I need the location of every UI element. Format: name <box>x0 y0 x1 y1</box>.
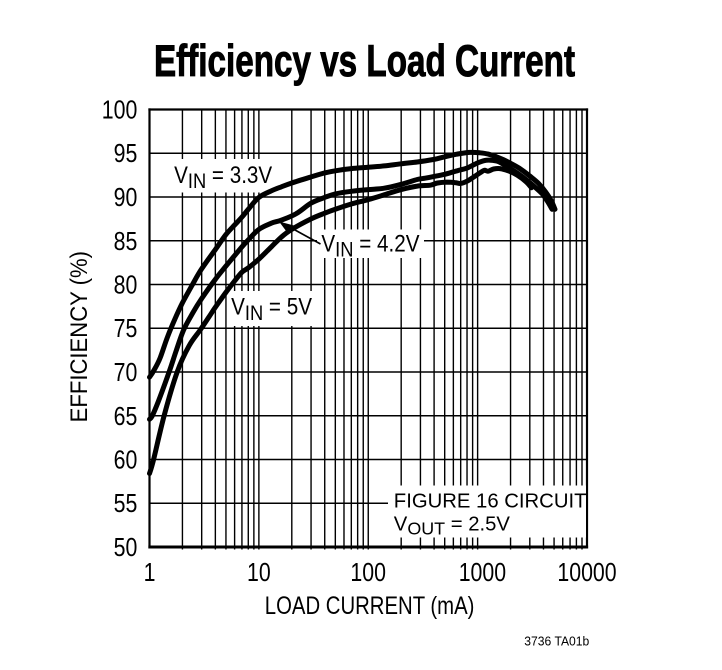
svg-text:75: 75 <box>114 314 138 344</box>
svg-text:VIN = 5V: VIN = 5V <box>231 293 312 325</box>
svg-text:FIGURE 16 CIRCUIT: FIGURE 16 CIRCUIT <box>394 491 587 513</box>
svg-text:VOUT = 2.5V: VOUT = 2.5V <box>394 513 511 538</box>
svg-text:85: 85 <box>114 227 138 257</box>
svg-text:60: 60 <box>114 446 138 476</box>
svg-text:65: 65 <box>114 402 138 432</box>
svg-text:EFFICIENCY (%): EFFICIENCY (%) <box>65 251 92 422</box>
svg-text:VIN = 4.2V: VIN = 4.2V <box>321 230 419 262</box>
svg-text:1000: 1000 <box>459 558 506 588</box>
svg-text:Efficiency vs Load Current: Efficiency vs Load Current <box>154 36 575 86</box>
svg-text:10000: 10000 <box>557 558 616 588</box>
svg-text:1: 1 <box>144 558 156 588</box>
svg-text:50: 50 <box>114 533 138 563</box>
svg-text:3736 TA01b: 3736 TA01b <box>524 634 589 649</box>
svg-text:10: 10 <box>247 558 271 588</box>
svg-text:100: 100 <box>102 96 138 126</box>
svg-text:100: 100 <box>350 558 386 588</box>
svg-text:LOAD CURRENT (mA): LOAD CURRENT (mA) <box>265 591 475 620</box>
svg-text:90: 90 <box>114 183 138 213</box>
svg-text:95: 95 <box>114 139 138 169</box>
svg-text:80: 80 <box>114 271 138 301</box>
svg-text:55: 55 <box>114 489 138 519</box>
svg-text:70: 70 <box>114 358 138 388</box>
